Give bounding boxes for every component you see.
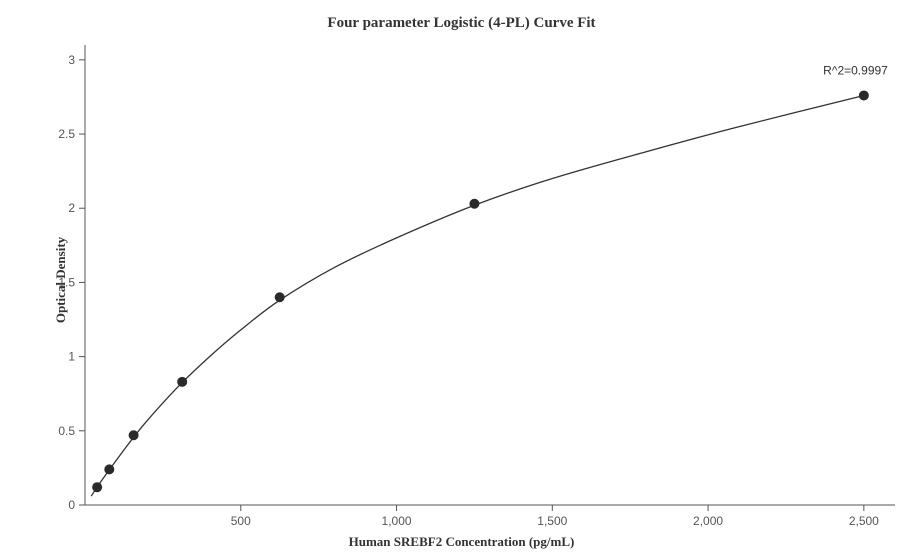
x-tick-label: 500 <box>231 514 251 528</box>
fit-curve <box>91 95 864 496</box>
data-point <box>92 482 102 492</box>
plot-area: 00.511.522.53 5001,0001,5002,0002,500 R^… <box>85 45 895 505</box>
data-point <box>859 90 869 100</box>
data-point <box>177 377 187 387</box>
x-tick-label: 1,000 <box>382 514 412 528</box>
x-tick-label: 2,500 <box>849 514 879 528</box>
x-axis-label: Human SREBF2 Concentration (pg/mL) <box>0 534 923 550</box>
y-tick-label: 1 <box>68 350 75 364</box>
y-tick-label: 3 <box>68 53 75 67</box>
axes <box>85 45 895 505</box>
y-tick-label: 1.5 <box>58 275 75 289</box>
y-ticks: 0 0.5 1 1.5 2 2.5 3 <box>58 53 85 512</box>
y-tick-label: 0.5 <box>58 424 75 438</box>
data-point <box>469 199 479 209</box>
r-squared-annotation: R^2=0.9997 <box>823 64 888 78</box>
data-point <box>275 292 285 302</box>
chart-container: Four parameter Logistic (4-PL) Curve Fit… <box>0 0 923 560</box>
data-point <box>129 430 139 440</box>
data-points <box>92 90 869 492</box>
y-tick-label: 0 <box>68 498 75 512</box>
y-tick-label: 2.5 <box>58 127 75 141</box>
x-tick-label: 2,000 <box>693 514 723 528</box>
chart-title: Four parameter Logistic (4-PL) Curve Fit <box>0 15 923 32</box>
x-tick-label: 1,500 <box>537 514 567 528</box>
y-tick-label: 2 <box>68 201 75 215</box>
x-ticks: 500 1,000 1,500 2,000 2,500 <box>231 505 879 528</box>
data-point <box>104 464 114 474</box>
